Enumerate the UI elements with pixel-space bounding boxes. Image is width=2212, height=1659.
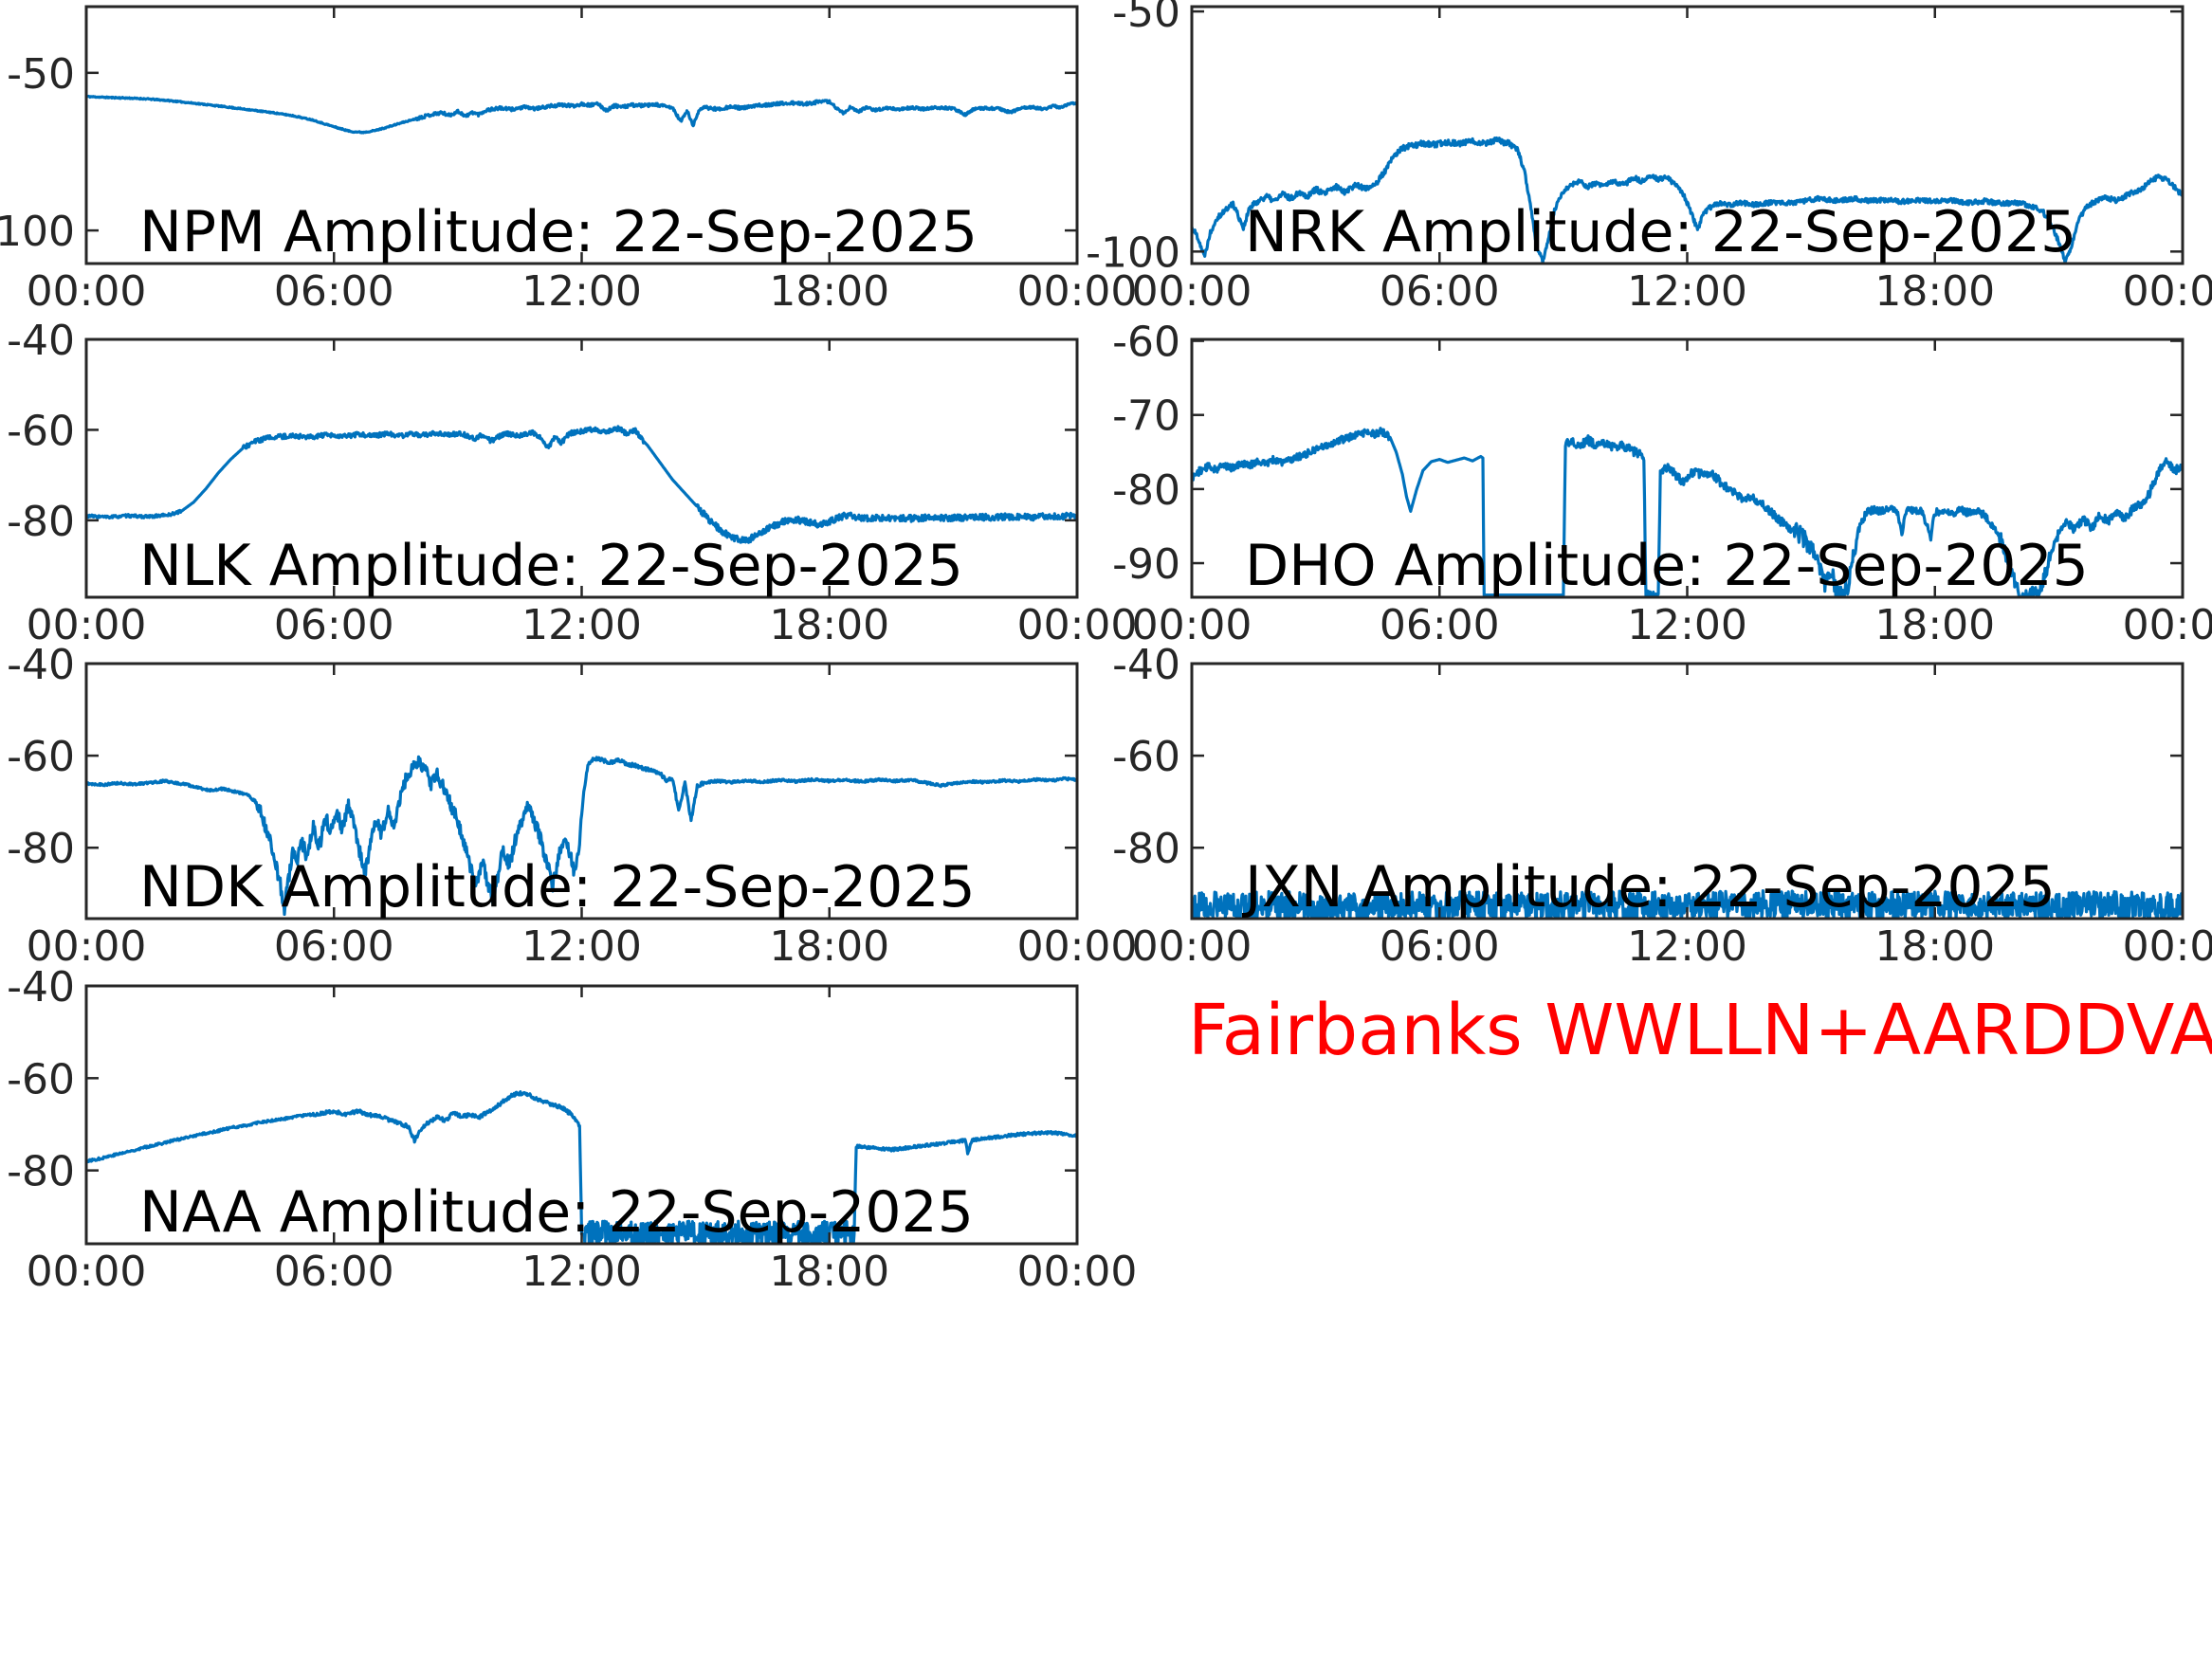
naa-ytick-label: -40: [7, 963, 75, 1012]
jxn-ytick-label: -80: [1112, 825, 1180, 873]
jxn-plot: 00:00 06:00 12:00 18:00 00:00 -40 -60 -80: [1112, 641, 2212, 971]
panel-title-dho: DHO Amplitude: 22-Sep-2025: [1245, 533, 2089, 599]
jxn-xtick-label: 06:00: [1380, 922, 1500, 971]
panel-title-naa: NAA Amplitude: 22-Sep-2025: [139, 1179, 974, 1246]
jxn-xtick-label: 00:00: [1132, 922, 1252, 971]
panel-title-jxn: JXN Amplitude: 22-Sep-2025: [1245, 854, 2056, 921]
nrk-series-line: [1192, 136, 2183, 264]
dho-ytick-label: -90: [1112, 540, 1180, 589]
dho-xtick-label: 18:00: [1874, 601, 1995, 649]
nrk-xtick-label: 06:00: [1380, 267, 1500, 316]
nlk-xtick-label: 00:00: [27, 601, 147, 649]
npm-ytick-label: -100: [0, 208, 75, 256]
nrk-xtick-label: 12:00: [1627, 267, 1747, 316]
nlk-xtick-label: 18:00: [769, 601, 889, 649]
ndk-xtick-label: 06:00: [274, 922, 394, 971]
nlk-ytick-label: -60: [7, 407, 75, 455]
npm-xtick-label: 00:00: [27, 267, 147, 316]
nrk-ytick-label: -100: [1086, 228, 1180, 277]
panel-title-nlk: NLK Amplitude: 22-Sep-2025: [139, 533, 963, 599]
ndk-plot: 00:00 06:00 12:00 18:00 00:00 -40 -60 -80: [7, 641, 1137, 971]
nlk-plot: 00:00 06:00 12:00 18:00 00:00 -40 -60 -80: [7, 317, 1137, 649]
panel-title-nrk: NRK Amplitude: 22-Sep-2025: [1245, 199, 2077, 265]
jxn-ytick-label: -40: [1112, 641, 1180, 689]
dho-plot: 00:00 06:00 12:00 18:00 00:00 -60 -70 -80 -90: [1112, 319, 2212, 649]
station-annotation: Fairbanks WWLLN+AARDDVARK: [1188, 990, 2212, 1071]
naa-ytick-label: -60: [7, 1055, 75, 1103]
naa-plot: 00:00 06:00 12:00 18:00 00:00 -40 -60 -80: [7, 963, 1137, 1296]
ndk-xtick-label: 18:00: [769, 922, 889, 971]
naa-series-line: [86, 1090, 1077, 1244]
npm-xtick-label: 00:00: [1017, 267, 1138, 316]
npm-ytick-label: -50: [7, 50, 75, 99]
nlk-xtick-label: 06:00: [274, 601, 394, 649]
panel-title-npm: NPM Amplitude: 22-Sep-2025: [139, 199, 978, 265]
nrk-plot: 00:00 06:00 12:00 18:00 00:00 -50 -100: [1086, 0, 2212, 316]
jxn-ytick-label: -60: [1112, 733, 1180, 781]
npm-xtick-label: 18:00: [769, 267, 889, 316]
nrk-xtick-label: 18:00: [1874, 267, 1995, 316]
nlk-xtick-label: 12:00: [521, 601, 642, 649]
ndk-xtick-label: 00:00: [1017, 922, 1138, 971]
ndk-xtick-label: 00:00: [27, 922, 147, 971]
ndk-series-line: [86, 755, 1077, 917]
nlk-series-line: [86, 425, 1077, 544]
naa-xtick-label: 18:00: [769, 1248, 889, 1296]
naa-ytick-label: -80: [7, 1148, 75, 1196]
jxn-xtick-label: 18:00: [1874, 922, 1995, 971]
dho-series-line: [1192, 427, 2183, 597]
nlk-ytick-label: -40: [7, 317, 75, 365]
nrk-xtick-label: 00:00: [1132, 267, 1252, 316]
dho-xtick-label: 12:00: [1627, 601, 1747, 649]
ndk-ytick-label: -40: [7, 641, 75, 689]
dho-xtick-label: 06:00: [1380, 601, 1500, 649]
naa-xtick-label: 12:00: [521, 1248, 642, 1296]
nrk-ytick-label: -50: [1112, 0, 1180, 37]
dho-xtick-label: 00:00: [1132, 601, 1252, 649]
npm-xtick-label: 06:00: [274, 267, 394, 316]
naa-xtick-label: 00:00: [1017, 1248, 1138, 1296]
nrk-xtick-label: 00:00: [2123, 267, 2212, 316]
dho-xtick-label: 00:00: [2123, 601, 2212, 649]
npm-xtick-label: 12:00: [521, 267, 642, 316]
ndk-ytick-label: -80: [7, 825, 75, 873]
dho-ytick-label: -70: [1112, 392, 1180, 441]
naa-xtick-label: 06:00: [274, 1248, 394, 1296]
panel-title-ndk: NDK Amplitude: 22-Sep-2025: [139, 854, 976, 921]
ndk-ytick-label: -60: [7, 733, 75, 781]
dho-ytick-label: -80: [1112, 466, 1180, 515]
nlk-ytick-label: -80: [7, 498, 75, 546]
jxn-xtick-label: 12:00: [1627, 922, 1747, 971]
dho-ytick-label: -60: [1112, 319, 1180, 367]
npm-plot: 00:00 06:00 12:00 18:00 00:00 -50 -100: [0, 5, 1138, 316]
naa-xtick-label: 00:00: [27, 1248, 147, 1296]
jxn-xtick-label: 00:00: [2123, 922, 2212, 971]
npm-series-line: [86, 94, 1077, 135]
nlk-xtick-label: 00:00: [1017, 601, 1138, 649]
ndk-xtick-label: 12:00: [521, 922, 642, 971]
